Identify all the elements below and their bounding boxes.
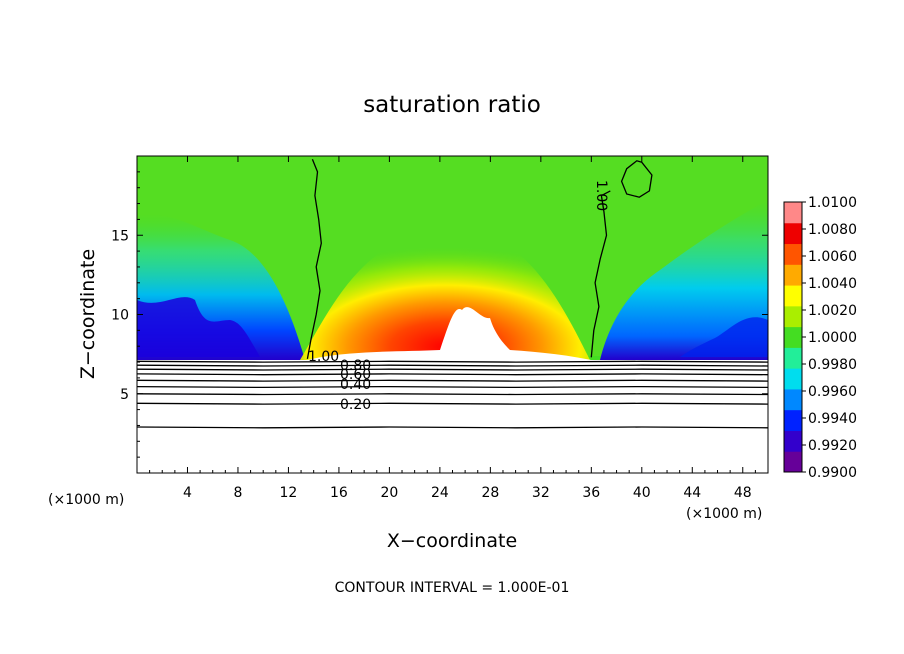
colorbar-tick-label-3: 0.9960: [808, 384, 857, 400]
colorbar-swatch-5: [784, 347, 802, 369]
colorbar-swatch-12: [784, 202, 802, 224]
colorbar-swatch-7: [784, 305, 802, 328]
x-unit-label-left: (×1000 m): [48, 492, 124, 508]
colorbar: [783, 201, 803, 473]
below-cloud-region: [137, 360, 768, 473]
contour-line-0-9-3: [137, 360, 768, 363]
contour-line-1-right-loop-2: [620, 160, 653, 198]
contour-line-0-7-5: [137, 368, 768, 371]
colorbar-tick-label-5: 1.0000: [808, 330, 857, 346]
colorbar-swatch-4: [784, 368, 802, 390]
x-tick-label-28: 28: [481, 485, 499, 501]
x-tick-label-24: 24: [431, 485, 449, 501]
contour-label-1-00-left: 1.00: [308, 349, 339, 365]
colorbar-swatch-11: [784, 222, 802, 245]
x-tick-label-40: 40: [633, 485, 651, 501]
colorbar-swatch-9: [784, 264, 802, 286]
colorbar-swatch-10: [784, 243, 802, 265]
contour-lines: [137, 158, 768, 429]
x-tick-label-16: 16: [330, 485, 348, 501]
plot-area: [137, 156, 768, 473]
x-tick-label-12: 12: [280, 485, 298, 501]
colorbar-tick-label-0: 0.9900: [808, 465, 857, 481]
contour-label-0-40: 0.40: [340, 377, 371, 393]
contour-label-0-80: 0.80: [340, 358, 371, 374]
colorbar-tick-label-4: 0.9980: [808, 357, 857, 373]
right-subsaturated-core: [680, 317, 768, 357]
contour-line-1-right-cloud-edge-1: [590, 190, 611, 358]
contour-labels: 1.00 1.00 0.80 0.60 0.40 0.20: [308, 180, 609, 413]
colorbar-swatch-3: [784, 388, 802, 411]
colorbar-ticks: 0.9900 0.9920 0.9940 0.9960 0.9980 1.0000 1.00…: [802, 195, 857, 481]
colorbar-swatch-1: [784, 430, 802, 452]
colorbar-swatch-8: [784, 285, 802, 307]
colorbar-tick-label-2: 0.9940: [808, 411, 857, 427]
contour-line-1-left-cloud-edge-0: [306, 158, 322, 360]
x-tick-label-36: 36: [582, 485, 600, 501]
contour-line-0-2-10: [137, 402, 768, 405]
x-tick-label-44: 44: [683, 485, 701, 501]
colorbar-swatch-0: [784, 451, 802, 473]
contour-line-0-4-8: [137, 385, 768, 389]
colorbar-swatch-2: [784, 409, 802, 431]
x-axis-title: X−coordinate: [387, 530, 517, 552]
colorbar-tick-label-6: 1.0020: [808, 303, 857, 319]
contour-label-0-20: 0.20: [340, 397, 371, 413]
contour-line-0-5-7: [137, 379, 768, 382]
chart-title: saturation ratio: [363, 92, 541, 118]
left-subsaturated-core: [137, 297, 260, 357]
contour-line-0-8-4: [137, 364, 768, 367]
contour-line-0-1-11: [137, 426, 768, 429]
y-tick-label-5: 5: [120, 387, 129, 403]
contour-line-0-3-9: [137, 393, 768, 396]
colorbar-tick-label-1: 0.9920: [808, 438, 857, 454]
colorbar-tick-label-7: 1.0040: [808, 276, 857, 292]
x-unit-label-right: (×1000 m): [686, 506, 762, 522]
y-axis-ticks: 5 10 15: [111, 171, 768, 458]
supersaturated-cloud: [300, 227, 590, 360]
contour-label-1-00-right: 1.00: [593, 180, 609, 211]
colorbar-tick-label-8: 1.0060: [808, 249, 857, 265]
right-subsaturated-region: [600, 200, 768, 360]
colorbar-tick-label-10: 1.0100: [808, 195, 857, 211]
x-tick-label-4: 4: [183, 485, 192, 501]
x-tick-label-32: 32: [532, 485, 550, 501]
x-tick-label-48: 48: [734, 485, 752, 501]
contour-interval-note: CONTOUR INTERVAL = 1.000E-01: [335, 580, 570, 596]
contour-label-0-60: 0.60: [340, 367, 371, 383]
colorbar-tick-label-9: 1.0080: [808, 222, 857, 238]
cloud-base-gap: [300, 307, 600, 362]
y-tick-label-10: 10: [111, 308, 129, 324]
x-axis-ticks: 4 8 12 16 20 24 28 32 36 40 44 48: [149, 156, 756, 501]
y-axis-title: Z−coordinate: [77, 249, 99, 379]
contour-line-0-6-6: [137, 373, 768, 376]
x-tick-label-8: 8: [233, 485, 242, 501]
x-tick-label-20: 20: [380, 485, 398, 501]
colorbar-swatch-6: [784, 326, 802, 348]
y-tick-label-15: 15: [111, 228, 129, 244]
